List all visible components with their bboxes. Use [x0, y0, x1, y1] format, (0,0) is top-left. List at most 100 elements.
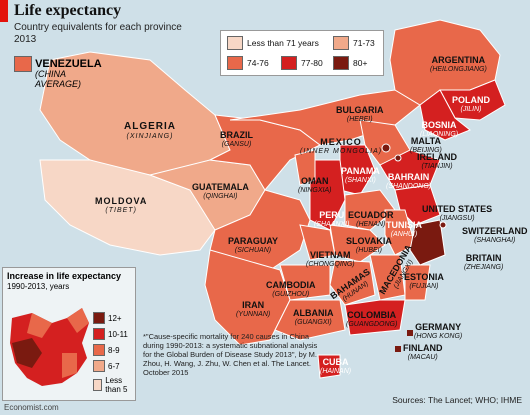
hunan-region — [329, 259, 376, 306]
subtitle-line2: 2013 — [14, 34, 37, 45]
province-name: (HEBEI) — [346, 116, 373, 123]
beijing-dot — [381, 143, 391, 153]
province-country: ALBANIA — [293, 308, 334, 318]
legend-item: 77-80 — [281, 56, 323, 70]
province-label: OMAN (NINGXIA) — [298, 176, 331, 196]
province-name: (TIANJIN) — [421, 163, 453, 170]
province-name: (TIBET) — [105, 207, 137, 214]
province-name: (GANSU) — [221, 141, 252, 148]
province-label: ALBANIA (GUANGXI) — [293, 308, 334, 328]
province-name: (HAINAN) — [320, 368, 352, 375]
province-label: FINLAND (MACAU) — [403, 343, 443, 363]
province-country: ARGENTINA — [431, 55, 486, 65]
province-country: PERU — [319, 210, 345, 220]
legend-item: Less than 71 years — [227, 36, 319, 50]
legend-item: 74-76 — [227, 56, 269, 70]
brand-credit: Economist.com — [4, 403, 59, 412]
inset-legend-swatch — [93, 344, 105, 356]
province-country: BRAZIL — [220, 130, 253, 140]
province-country: SLOVAKIA — [346, 236, 392, 246]
province-country: OMAN — [300, 176, 329, 186]
province-label: BULGARIA (HEBEI) — [336, 105, 384, 125]
province-country: CUBA — [322, 357, 349, 367]
liaoning-region — [419, 89, 471, 141]
tianjin-dot — [394, 154, 402, 162]
province-country: IRELAND — [417, 152, 457, 162]
province-name: (MACAU) — [407, 354, 438, 361]
province-name: (ANHUI) — [390, 231, 418, 238]
province-label: CUBA (HAINAN) — [320, 357, 351, 377]
province-country: BAHRAIN — [387, 172, 430, 182]
legend-swatch — [281, 56, 297, 70]
inset-legend-label: 10-11 — [108, 329, 128, 339]
province-name: (HUBEI) — [355, 247, 382, 254]
province-label: GERMANY (HONG KONG) — [414, 322, 462, 342]
average-country: VENEZUELA — [35, 57, 102, 70]
province-name: (FUJIAN) — [409, 283, 439, 290]
henan-region — [344, 189, 396, 231]
province-label: PERU (SHAANXI) — [314, 210, 349, 230]
province-name: (QINGHAI) — [203, 193, 238, 200]
province-name: (SHANXI) — [345, 177, 376, 184]
legend-label: Less than 71 years — [247, 38, 319, 48]
province-country: PARAGUAY — [228, 236, 279, 246]
province-country: COLOMBIA — [347, 310, 397, 320]
province-country: PANAMA — [341, 166, 380, 176]
province-label: GUATEMALA (QINGHAI) — [192, 182, 249, 202]
fujian-region — [404, 264, 431, 301]
province-country: ALGERIA — [124, 121, 176, 132]
province-label: ECUADOR (HENAN) — [348, 210, 394, 230]
province-name: (HENAN) — [356, 221, 386, 228]
legend-swatch — [333, 56, 349, 70]
legend-label: 80+ — [353, 58, 368, 68]
province-label: MEXICO (INNER MONGOLIA) — [300, 137, 382, 157]
province-label: BAHRAIN (SHANDONG) — [386, 172, 431, 192]
province-label: BOSNIA (LIAONING) — [420, 120, 458, 140]
province-name: (INNER MONGOLIA) — [300, 148, 383, 155]
inset-title: Increase in life expectancy — [7, 271, 122, 281]
province-label: CAMBODIA (GUIZHOU) — [266, 280, 316, 300]
legend: Less than 71 years 71-73 74-76 77-80 80+ — [220, 30, 384, 76]
province-name: (YUNNAN) — [236, 311, 271, 318]
province-name: (NINGXIA) — [298, 187, 332, 194]
inset-legend-item: 6-7 — [93, 360, 120, 372]
province-country: MEXICO — [320, 137, 362, 147]
yunnan-region — [204, 249, 291, 346]
province-label: TUNISIA (ANHUI) — [386, 220, 422, 240]
province-country: CAMBODIA — [266, 280, 316, 290]
province-country: SWITZERLAND — [462, 226, 528, 236]
province-name: (XINJIANG) — [126, 133, 174, 140]
legend-item: 71-73 — [333, 36, 375, 50]
inset-legend-swatch — [93, 379, 103, 391]
zhejiang-region — [409, 219, 446, 266]
sources: Sources: The Lancet; WHO; IHME — [392, 395, 522, 405]
province-name: (GUANGXI) — [294, 319, 332, 326]
anhui-region — [384, 209, 416, 256]
guizhou-region — [279, 264, 331, 301]
province-country: IRAN — [242, 300, 265, 310]
macau-dot — [395, 346, 401, 352]
inset-panel: Increase in life expectancy 1990-2013, y… — [2, 267, 136, 401]
province-label: IRELAND (TIANJIN) — [417, 152, 457, 172]
province-name: (SHAANXI) — [314, 221, 350, 228]
province-country: VIETNAM — [310, 250, 351, 260]
shaanxi-region — [309, 159, 346, 231]
province-label: POLAND (JILIN) — [452, 95, 490, 115]
province-name: (BEIJING) — [410, 147, 442, 154]
legend-item: 80+ — [333, 56, 367, 70]
tibet-region — [39, 159, 216, 256]
legend-label: 77-80 — [301, 58, 323, 68]
chart-subtitle: Country equivalents for each province 20… — [14, 22, 182, 46]
province-name: (HONG KONG) — [414, 333, 463, 340]
province-label: COLOMBIA (GUANGDONG) — [346, 310, 397, 330]
province-label: ARGENTINA (HEILONGJIANG) — [430, 55, 487, 75]
footnote: *"Cause-specific mortality for 240 cause… — [143, 332, 318, 377]
province-label: BRAZIL (GANSU) — [220, 130, 253, 150]
province-name: (JIANGSU) — [439, 215, 475, 222]
province-label: VIETNAM (CHONGQING) — [306, 250, 355, 270]
inset-legend-swatch — [93, 312, 105, 324]
province-label: SLOVAKIA (HUBEI) — [346, 236, 392, 256]
hubei-region — [329, 224, 386, 263]
inset-legend-item: 8-9 — [93, 344, 120, 356]
province-name: (JILIN) — [460, 106, 482, 113]
